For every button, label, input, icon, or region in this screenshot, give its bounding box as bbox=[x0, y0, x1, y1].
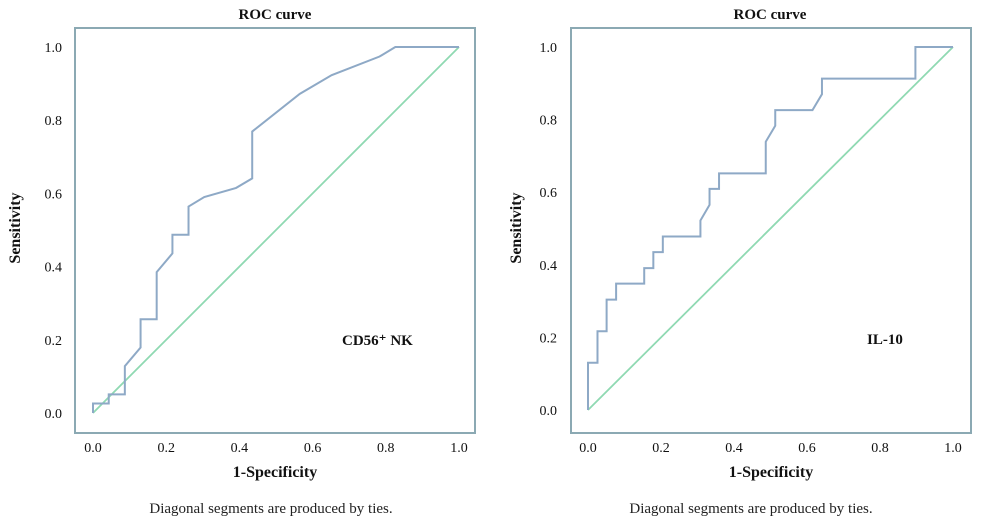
x-axis-label: 1-Specificity bbox=[729, 464, 813, 481]
chart-title: ROC curve bbox=[734, 7, 807, 23]
x-tick-label: 0.6 bbox=[798, 441, 816, 456]
y-axis-label: Sensitivity bbox=[508, 192, 525, 263]
y-tick-label: 0.0 bbox=[540, 404, 558, 419]
x-tick-label: 0.6 bbox=[304, 441, 322, 456]
y-tick-label: 0.6 bbox=[45, 187, 63, 202]
reference-line bbox=[587, 46, 954, 411]
x-tick-label: 0.0 bbox=[579, 441, 597, 456]
y-tick-label: 1.0 bbox=[540, 41, 558, 56]
y-tick-label: 0.4 bbox=[45, 261, 63, 276]
y-tick-label: 0.6 bbox=[540, 186, 558, 201]
x-tick-label: 1.0 bbox=[944, 441, 962, 456]
x-tick-label: 0.8 bbox=[871, 441, 889, 456]
marker-annotation: CD56⁺ NK bbox=[342, 333, 413, 349]
x-tick-label: 0.4 bbox=[231, 441, 249, 456]
x-tick-label: 0.2 bbox=[157, 441, 175, 456]
chart-caption: Diagonal segments are produced by ties. bbox=[629, 501, 872, 517]
chart-caption: Diagonal segments are produced by ties. bbox=[149, 501, 392, 517]
roc-curve-line bbox=[587, 46, 953, 410]
y-tick-label: 1.0 bbox=[45, 41, 63, 56]
y-tick-label: 0.4 bbox=[540, 259, 558, 274]
plot-frame bbox=[74, 27, 476, 434]
x-tick-label: 0.8 bbox=[377, 441, 395, 456]
x-tick-label: 0.2 bbox=[652, 441, 670, 456]
y-tick-label: 0.8 bbox=[540, 114, 558, 129]
y-tick-label: 0.0 bbox=[45, 407, 63, 422]
y-tick-label: 0.8 bbox=[45, 114, 63, 129]
roc-curve-line bbox=[92, 46, 459, 413]
x-axis-ticks: 0.0 0.2 0.4 0.6 0.8 1.0 bbox=[84, 441, 468, 456]
y-tick-label: 0.2 bbox=[45, 334, 63, 349]
roc-panel-il-10: ROC curve Sensitivity 1-Specificity IL-1… bbox=[508, 7, 972, 517]
chart-title: ROC curve bbox=[239, 7, 312, 23]
reference-line bbox=[92, 46, 460, 414]
x-tick-label: 0.4 bbox=[725, 441, 743, 456]
x-tick-label: 1.0 bbox=[450, 441, 468, 456]
plot-series bbox=[92, 46, 460, 414]
x-axis-label: 1-Specificity bbox=[233, 464, 317, 481]
plot-series bbox=[587, 46, 954, 411]
marker-annotation: IL-10 bbox=[867, 332, 903, 348]
y-axis-ticks: 0.0 0.2 0.4 0.6 0.8 1.0 bbox=[45, 41, 63, 422]
plot-frame bbox=[570, 27, 972, 434]
x-axis-ticks: 0.0 0.2 0.4 0.6 0.8 1.0 bbox=[579, 441, 962, 456]
x-tick-label: 0.0 bbox=[84, 441, 102, 456]
y-tick-label: 0.2 bbox=[540, 331, 558, 346]
roc-panel-cd56-nk: ROC curve Sensitivity 1-Specificity CD56… bbox=[7, 7, 476, 517]
y-axis-ticks: 0.0 0.2 0.4 0.6 0.8 1.0 bbox=[540, 41, 558, 419]
y-axis-label: Sensitivity bbox=[7, 192, 24, 263]
